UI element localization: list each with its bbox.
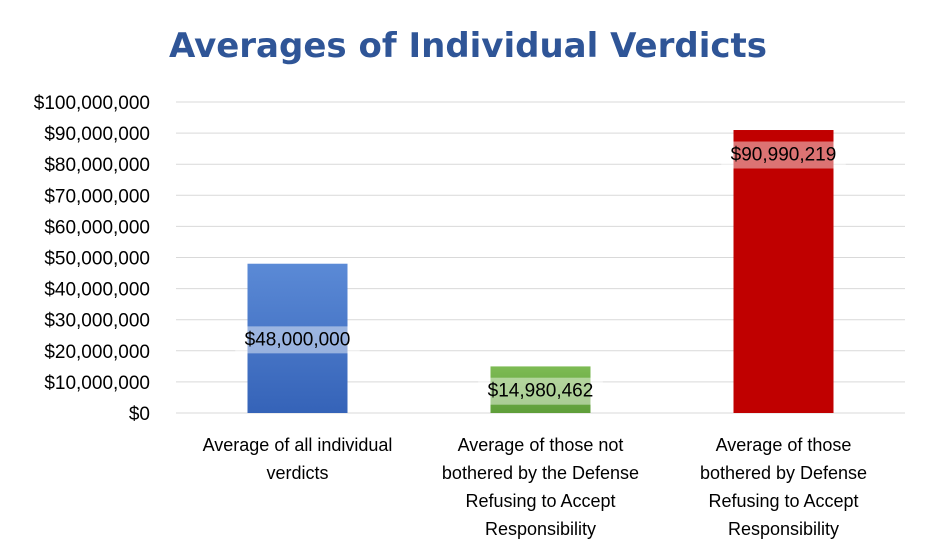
category-label-line: Responsibility [728,519,839,539]
data-label-3: $90,990,219 [731,145,837,166]
data-label-1: $48,000,000 [245,329,351,350]
category-labels: Average of all individual verdictsAverage… [203,435,867,539]
y-tick-label: $70,000,000 [44,186,150,207]
category-label-line: Average of those [716,435,852,455]
y-tick-label: $90,000,000 [44,124,150,145]
bars [247,130,834,413]
y-tick-label: $10,000,000 [44,373,150,394]
y-tick-label: $40,000,000 [44,280,150,301]
y-tick-label: $50,000,000 [44,249,150,270]
y-tick-label: $30,000,000 [44,311,150,332]
bar-3 [733,130,834,413]
data-label-background [478,377,603,405]
data-labels: $48,000,000 $14,980,462 $90,990,219 [235,141,846,405]
data-label-2: $14,980,462 [488,381,594,402]
data-label-background [721,141,846,169]
category-label-2: Average of those not bothered by the Defe… [442,435,639,539]
category-label-line: Refusing to Accept [465,491,615,511]
category-label-line: Refusing to Accept [708,491,858,511]
category-label-line: Responsibility [485,519,596,539]
category-label-line: bothered by the Defense [442,463,639,483]
category-label-line: verdicts [266,463,328,483]
category-label-1: Average of all individual verdicts [203,435,393,483]
bar-2 [490,366,591,413]
y-tick-label: $60,000,000 [44,217,150,238]
category-label-line: bothered by Defense [700,463,867,483]
category-label-line: Average of all individual [203,435,393,455]
y-tick-label: $0 [129,404,150,425]
y-axis-tick-labels: $0 $10,000,000 $20,000,000 $30,000,000 $40,0… [34,93,150,425]
y-tick-label: $80,000,000 [44,155,150,176]
chart-title: Averages of Individual Verdicts [169,26,767,66]
bar-1 [247,263,348,413]
category-label-line: Average of those not [458,435,624,455]
data-label-background [235,326,360,354]
y-tick-label: $100,000,000 [34,93,150,114]
category-label-3: Average of those bothered by Defense Refus… [700,435,867,539]
y-tick-label: $20,000,000 [44,342,150,363]
